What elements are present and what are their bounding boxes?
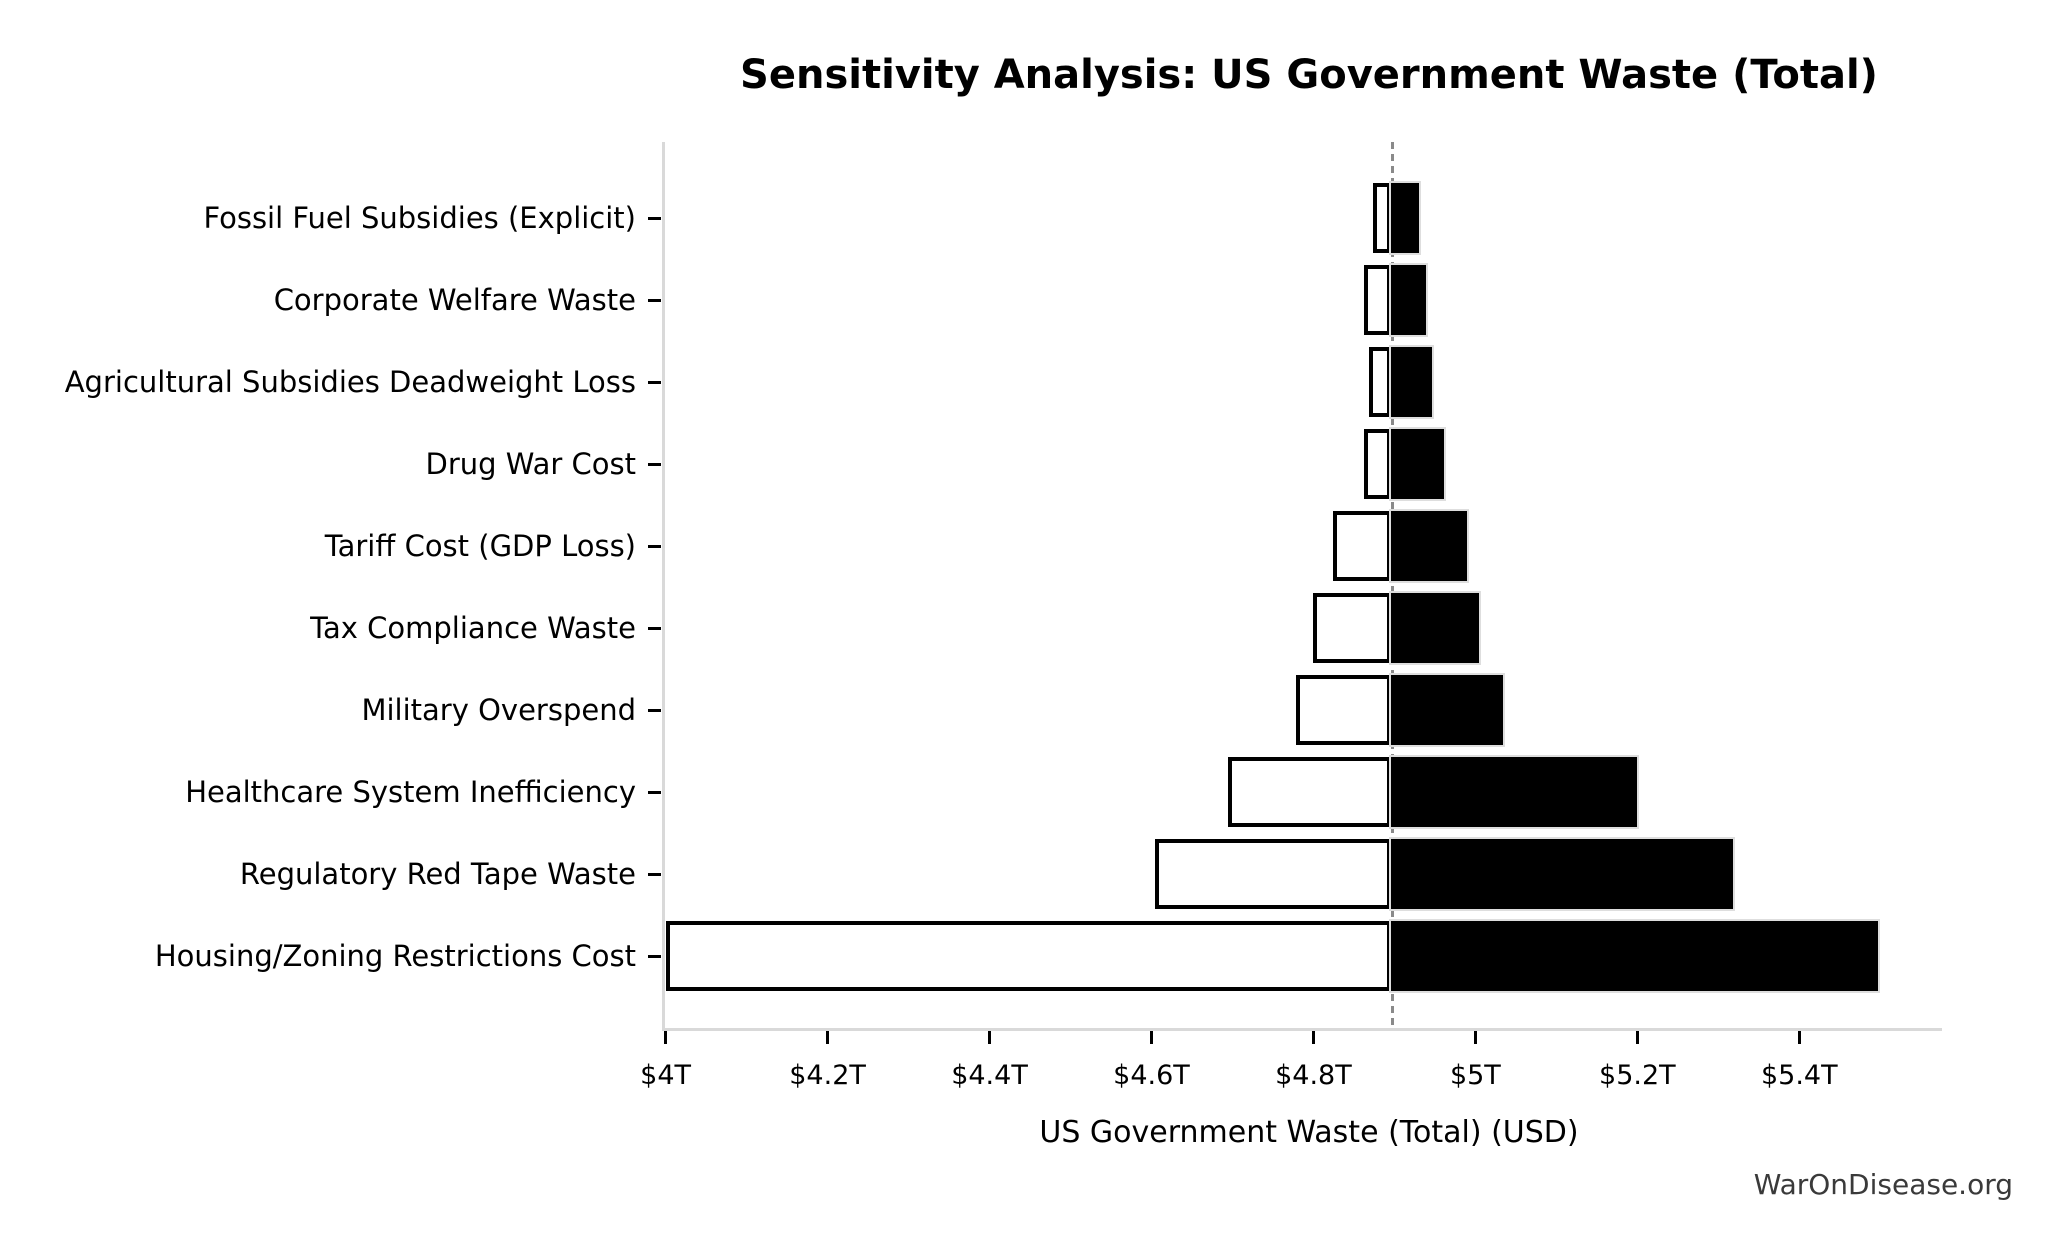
high-case-bar xyxy=(1389,509,1470,583)
x-axis-tick-mark xyxy=(988,1031,992,1044)
y-axis-category-label: Housing/Zoning Restrictions Cost xyxy=(154,939,636,973)
x-axis-tick-label: $5.4T xyxy=(1760,1060,1838,1091)
high-case-bar xyxy=(1389,755,1640,829)
y-axis-tick-mark xyxy=(648,872,661,876)
high-case-bar xyxy=(1389,919,1880,993)
x-axis-title: US Government Waste (Total) (USD) xyxy=(1039,1115,1579,1150)
y-axis-category-label: Tariff Cost (GDP Loss) xyxy=(324,529,636,563)
low-case-bar xyxy=(1154,839,1392,909)
y-axis-tick-mark xyxy=(648,462,661,466)
x-axis-tick-label: $4.8T xyxy=(1275,1060,1352,1091)
chart-title: Sensitivity Analysis: US Government Wast… xyxy=(740,52,1878,98)
y-axis-spine xyxy=(662,142,665,1030)
y-axis-tick-mark xyxy=(648,380,661,384)
y-axis-category-label: Tax Compliance Waste xyxy=(310,611,636,645)
y-axis-tick-mark xyxy=(648,790,661,794)
low-case-bar xyxy=(1227,757,1392,827)
low-case-bar xyxy=(1372,183,1392,253)
low-case-bar xyxy=(1332,511,1392,581)
x-axis-tick-label: $5.2T xyxy=(1599,1060,1676,1091)
y-axis-tick-mark xyxy=(648,626,661,630)
x-axis-tick-label: $4.2T xyxy=(789,1060,866,1091)
y-axis-tick-mark xyxy=(648,544,661,548)
x-axis-tick-mark xyxy=(1473,1031,1477,1044)
x-axis-tick-mark xyxy=(1149,1031,1153,1044)
watermark-text: WarOnDisease.org xyxy=(1753,1168,2013,1201)
y-axis-tick-mark xyxy=(648,708,661,712)
x-axis-tick-mark xyxy=(664,1031,668,1044)
low-case-bar xyxy=(1369,347,1392,417)
y-axis-category-label: Drug War Cost xyxy=(425,447,636,481)
x-axis-tick-label: $4T xyxy=(640,1060,692,1091)
low-case-bar xyxy=(665,921,1392,991)
y-axis-category-label: Fossil Fuel Subsidies (Explicit) xyxy=(203,201,636,235)
y-axis-category-label: Corporate Welfare Waste xyxy=(273,283,636,317)
low-case-bar xyxy=(1312,593,1392,663)
high-case-bar xyxy=(1389,427,1446,501)
x-axis-tick-label: $5T xyxy=(1449,1060,1501,1091)
y-axis-tick-mark xyxy=(648,954,661,958)
x-axis-tick-mark xyxy=(1635,1031,1639,1044)
high-case-bar xyxy=(1389,263,1428,337)
high-case-bar xyxy=(1389,181,1421,255)
x-axis-tick-label: $4.4T xyxy=(951,1060,1028,1091)
high-case-bar xyxy=(1389,837,1735,911)
x-axis-tick-mark xyxy=(1311,1031,1315,1044)
x-axis-spine xyxy=(662,1028,1942,1031)
y-axis-tick-mark xyxy=(648,298,661,302)
y-axis-category-label: Regulatory Red Tape Waste xyxy=(239,857,636,891)
x-axis-tick-label: $4.6T xyxy=(1113,1060,1190,1091)
low-case-bar xyxy=(1364,429,1392,499)
low-case-bar xyxy=(1295,675,1392,745)
high-case-bar xyxy=(1389,673,1505,747)
low-case-bar xyxy=(1363,265,1392,335)
y-axis-category-label: Military Overspend xyxy=(361,693,636,727)
high-case-bar xyxy=(1389,345,1434,419)
y-axis-tick-mark xyxy=(648,216,661,220)
base-value-dashed-line xyxy=(1391,142,1394,1028)
x-axis-tick-mark xyxy=(1797,1031,1801,1044)
y-axis-category-label: Healthcare System Inefficiency xyxy=(185,775,636,809)
x-axis-tick-mark xyxy=(826,1031,830,1044)
high-case-bar xyxy=(1389,591,1482,665)
y-axis-category-label: Agricultural Subsidies Deadweight Loss xyxy=(64,365,636,399)
